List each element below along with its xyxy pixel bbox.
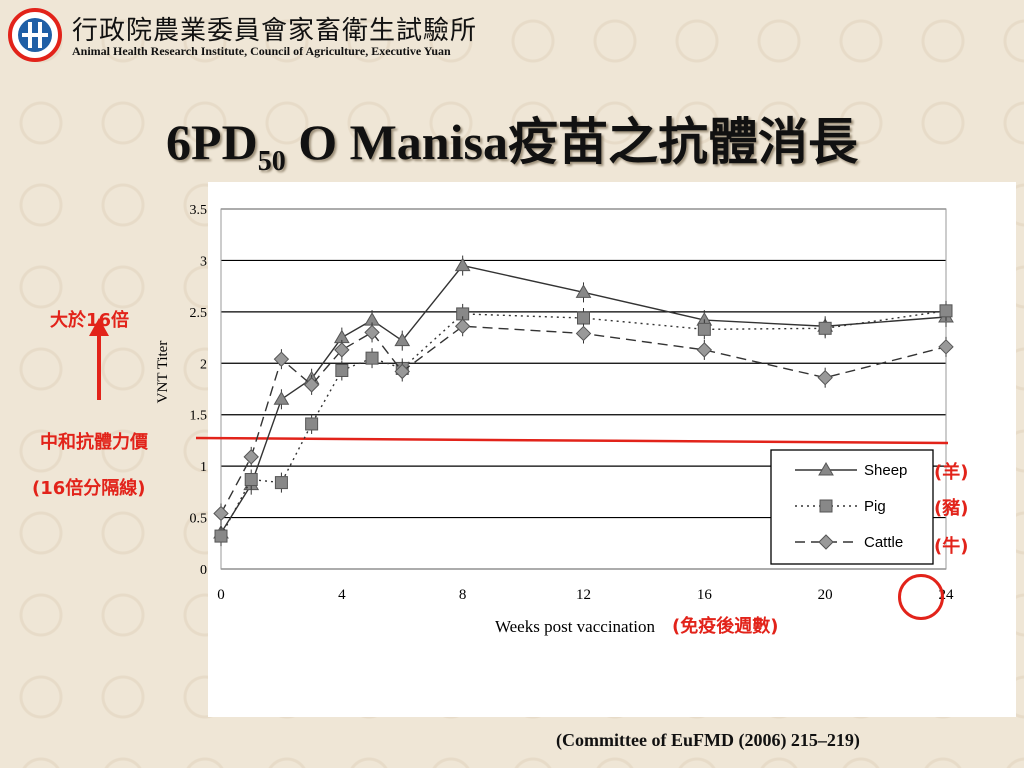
title-main: 6PD <box>166 114 258 170</box>
data-point-cattle <box>575 325 592 342</box>
data-point-cattle <box>334 342 350 358</box>
x-tick-label: 0 <box>217 587 225 603</box>
data-point-cattle <box>364 324 380 341</box>
y-axis-label: VNT Titer <box>155 341 171 404</box>
data-point-cattle <box>273 351 290 367</box>
data-point-pig <box>214 529 228 543</box>
threshold-label-line2: (16倍分隔線) <box>32 478 146 499</box>
data-point-cattle <box>243 449 259 465</box>
data-point-sheep <box>273 391 290 405</box>
data-point-cattle <box>696 342 713 358</box>
x-tick-label: 16 <box>697 587 713 603</box>
x-tick-label: 8 <box>459 587 467 603</box>
y-tick-label: 0.5 <box>190 512 208 527</box>
weeks-zh-label: (免疫後週數) <box>672 616 779 637</box>
legend-label-pig: Pig <box>864 498 886 515</box>
data-point-cattle <box>213 505 229 522</box>
data-point-cattle <box>303 377 320 393</box>
sheep-zh-label: (羊) <box>934 462 969 483</box>
y-tick-label: 2 <box>200 357 207 372</box>
institute-name-en: Animal Health Research Institute, Counci… <box>72 44 451 58</box>
series-line-cattle <box>220 325 947 514</box>
legend-marker-sheep <box>818 462 834 476</box>
data-point-pig <box>244 473 258 487</box>
tahri-logo-icon <box>8 8 62 62</box>
up-arrow-icon <box>89 318 109 336</box>
data-point-pig <box>365 351 379 365</box>
threshold-16x-line <box>195 436 949 445</box>
legend-label-cattle: Cattle <box>864 534 903 551</box>
data-point-pig <box>335 363 349 377</box>
y-tick-label: 1.5 <box>190 409 208 424</box>
data-point-sheep <box>454 257 471 272</box>
x-tick-label: 12 <box>576 587 591 603</box>
data-point-cattle <box>938 339 954 355</box>
legend-marker-cattle <box>818 534 834 550</box>
data-point-cattle <box>394 363 410 380</box>
week-24-highlight-circle <box>898 574 944 620</box>
legend-marker-pig <box>819 499 833 513</box>
data-point-pig <box>274 476 288 490</box>
title-rest: O Manisa疫苗之抗體消長 <box>285 114 858 170</box>
data-point-cattle <box>454 318 471 334</box>
data-point-cattle <box>817 369 833 386</box>
data-point-pig <box>577 311 590 325</box>
series-line-pig <box>220 310 947 537</box>
threshold-label-line1: 中和抗體力價 <box>40 432 148 453</box>
y-tick-label: 3 <box>200 254 207 269</box>
x-tick-label: 20 <box>818 587 833 603</box>
institute-name-zh: 行政院農業委員會家畜衛生試驗所 <box>72 16 478 46</box>
cattle-zh-label: (牛) <box>934 536 969 557</box>
series-line-sheep <box>220 264 947 534</box>
citation: (Committee of EuFMD (2006) 215–219) <box>556 730 860 750</box>
title-subscript: 50 <box>257 146 286 177</box>
y-tick-label: 2.5 <box>190 306 208 321</box>
data-point-pig <box>697 322 711 336</box>
data-point-sheep <box>394 332 411 347</box>
x-axis-label: Weeks post vaccination <box>495 617 656 636</box>
legend-label-sheep: Sheep <box>864 462 907 479</box>
slide-title: 6PD50 O Manisa疫苗之抗體消長 <box>0 102 1024 178</box>
pig-zh-label: (豬) <box>934 498 969 519</box>
legend-box <box>770 449 934 565</box>
up-arrow-shaft <box>97 332 101 400</box>
data-point-pig <box>939 304 953 318</box>
x-tick-label: 4 <box>338 587 346 603</box>
data-point-pig <box>305 417 319 431</box>
plot-frame <box>220 208 947 570</box>
y-tick-label: 1 <box>200 460 207 475</box>
data-point-sheep <box>575 284 592 298</box>
data-point-pig <box>818 321 832 335</box>
y-tick-label: 0 <box>200 563 207 578</box>
y-tick-label: 3.5 <box>190 203 208 218</box>
